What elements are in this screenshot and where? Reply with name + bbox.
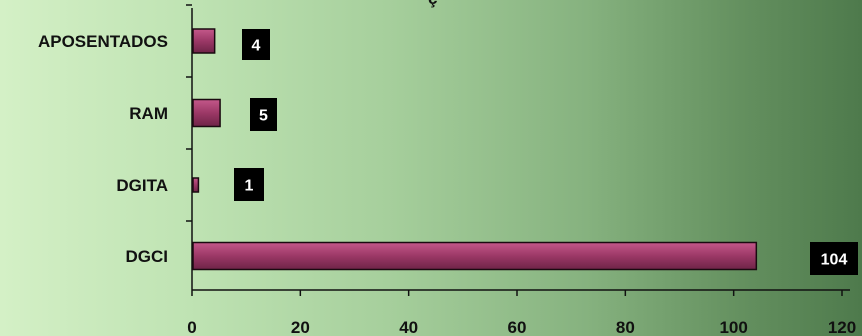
data-label: 104 [821, 252, 848, 269]
bar [192, 177, 200, 193]
data-label-box [234, 168, 264, 201]
bar [192, 98, 221, 128]
category-label: DGCI [126, 247, 169, 266]
data-label: 1 [245, 178, 254, 195]
category-label: RAM [129, 104, 168, 123]
x-tick-label: 120 [828, 318, 856, 336]
x-tick-label: 60 [508, 318, 527, 336]
x-tick-label: 100 [719, 318, 747, 336]
chart-title-fragment: ç [428, 0, 437, 8]
data-label: 5 [259, 108, 268, 125]
data-label: 4 [252, 38, 261, 55]
data-label-box [250, 98, 277, 131]
axes: 0 20 40 60 80 100 120 APOSENTADOS RAM DGITA DGCI [38, 4, 856, 336]
data-label-box [242, 29, 270, 60]
bars [192, 28, 758, 271]
category-label: DGITA [116, 176, 168, 195]
x-tick-label: 80 [616, 318, 635, 336]
category-label: APOSENTADOS [38, 32, 168, 51]
bar [192, 28, 216, 54]
x-tick-label: 20 [291, 318, 310, 336]
bar [192, 241, 758, 271]
x-tick-label: 0 [187, 318, 196, 336]
data-labels: 4 5 1 104 [234, 29, 858, 275]
x-tick-label: 40 [399, 318, 418, 336]
data-label-box [810, 242, 858, 275]
